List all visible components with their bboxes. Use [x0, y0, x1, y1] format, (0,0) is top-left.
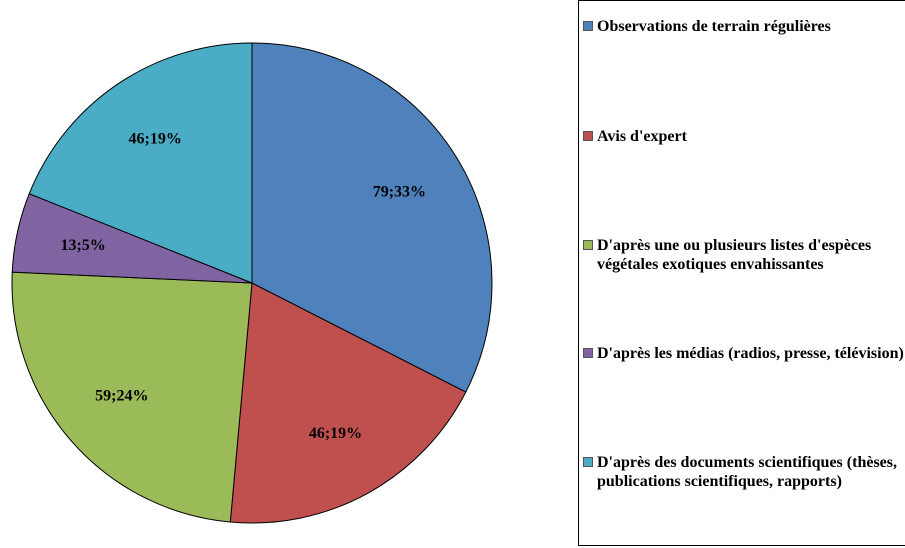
legend-entry: D'après des documents scientifiques (thè…	[583, 453, 905, 491]
legend-label: D'après des documents scientifiques (thè…	[597, 454, 897, 490]
legend-label: D'après les médias (radios, presse, télé…	[597, 345, 904, 362]
legend: Observations de terrain régulières Avis d…	[578, 0, 905, 546]
legend-swatch	[583, 131, 593, 141]
legend-label: Observations de terrain régulières	[597, 18, 831, 35]
data-label: 59;24%	[95, 387, 148, 404]
pie-area: 79;33% 46;19% 59;24% 13;5% 46;19%	[11, 42, 493, 524]
data-label: 46;19%	[309, 425, 362, 442]
pie-slice	[28, 42, 253, 284]
legend-entry: D'après une ou plusieurs listes d'espèce…	[583, 236, 905, 274]
legend-label: Avis d'expert	[597, 128, 687, 145]
legend-entry: D'après les médias (radios, presse, télé…	[583, 344, 905, 363]
legend-swatch	[583, 240, 593, 250]
legend-entry: Observations de terrain régulières	[583, 17, 905, 36]
legend-label: D'après une ou plusieurs listes d'espèce…	[597, 237, 872, 273]
pie-slice	[229, 282, 467, 524]
legend-swatch	[583, 21, 593, 31]
data-label: 13;5%	[60, 237, 105, 254]
pie-slice	[11, 271, 253, 523]
data-label: 79;33%	[373, 183, 426, 200]
pie-slice	[251, 42, 493, 393]
legend-swatch	[583, 457, 593, 467]
legend-swatch	[583, 348, 593, 358]
legend-entry: Avis d'expert	[583, 127, 905, 146]
data-label: 46;19%	[129, 131, 182, 148]
